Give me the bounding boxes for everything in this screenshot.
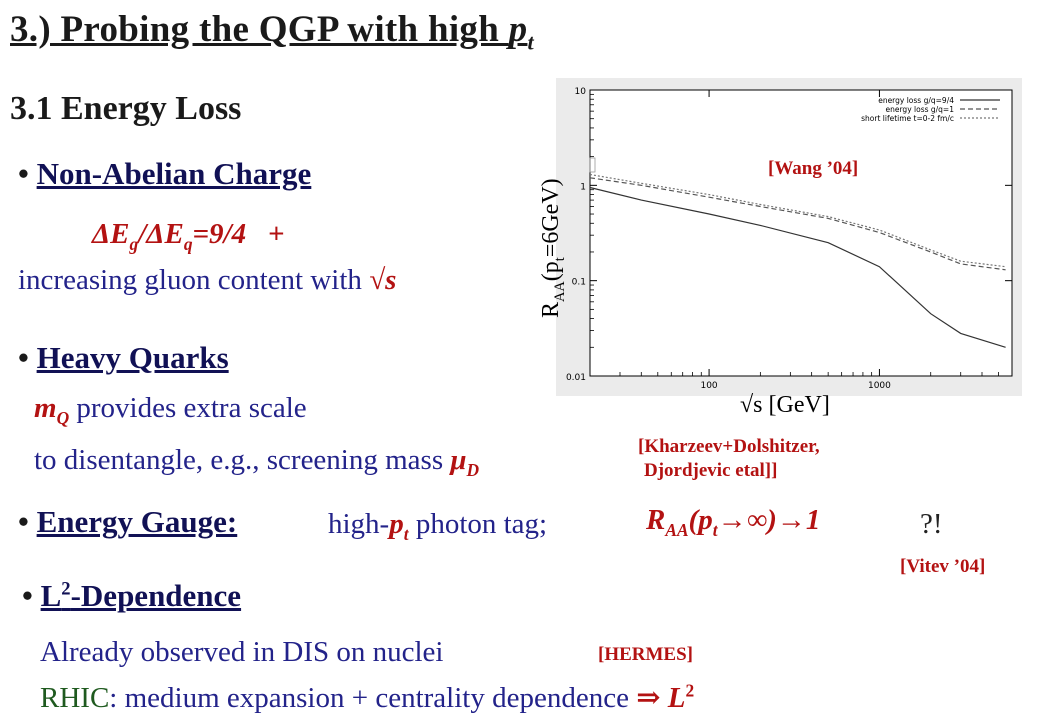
bullet-energy-gauge: • Energy Gauge: — [18, 504, 238, 539]
chart-x-axis-label: √s [GeV] — [740, 392, 830, 418]
chart-y-axis-label: RAA(pt=6GeV) — [538, 178, 568, 318]
screening-mass-line: to disentangle, e.g., screening mass μD — [34, 444, 480, 480]
heavy-quark-scale-line: mQ provides extra scale — [34, 392, 307, 428]
ref-hermes: [HERMES] — [598, 644, 693, 665]
chart-annotation-wang: [Wang ’04] — [768, 158, 859, 179]
question-exclaim: ?! — [920, 508, 943, 540]
legend-label-2: energy loss g/q=1 — [886, 105, 955, 114]
legend-label-3: short lifetime t=0-2 fm/c — [861, 114, 954, 123]
section-heading: 3.1 Energy Loss — [10, 90, 242, 127]
formula-energy-ratio: ΔEg/ΔEq=9/4 + — [92, 218, 285, 254]
raa-vs-sqrts-chart: 10 1 0.1 0.01 100 1000 energy loss g/q=9/4ene… — [556, 78, 1022, 396]
series-line-2 — [589, 177, 1006, 271]
y-tick-label: 1 — [580, 182, 586, 192]
dis-nuclei-line: Already observed in DIS on nuclei — [40, 636, 444, 668]
bullet-l2-dependence: • L2-Dependence — [22, 578, 242, 613]
rhic-line: RHIC: medium expansion + centrality depe… — [40, 680, 695, 714]
x-tick-label: 1000 — [868, 381, 891, 391]
slide-title: 3.) Probing the QGP with high pt — [10, 9, 534, 55]
raa-limit-expression: RAA(pt→∞)→1 — [646, 504, 821, 540]
x-tick-label: 100 — [700, 381, 717, 391]
ref-djordjevic: Djordjevic etal]] — [644, 460, 778, 481]
series-line-3 — [589, 173, 1006, 268]
legend-label-1: energy loss g/q=9/4 — [878, 96, 954, 105]
y-tick-label: 10 — [575, 87, 587, 97]
bullet-heavy-quarks: • Heavy Quarks — [18, 340, 229, 375]
y-tick-label: 0.1 — [572, 278, 586, 288]
series-line-1 — [589, 186, 1006, 348]
plot-frame — [589, 89, 1013, 377]
ref-kharzeev: [Kharzeev+Dolshitzer, — [638, 436, 820, 457]
gluon-content-line: increasing gluon content with √s — [18, 264, 397, 296]
y-tick-label: 0.01 — [566, 373, 586, 383]
ref-vitev: [Vitev ’04] — [900, 556, 986, 577]
marker-box — [589, 157, 596, 173]
photon-tag-line: high-pt photon tag; — [328, 508, 548, 544]
bullet-non-abelian: • Non-Abelian Charge — [18, 156, 312, 191]
